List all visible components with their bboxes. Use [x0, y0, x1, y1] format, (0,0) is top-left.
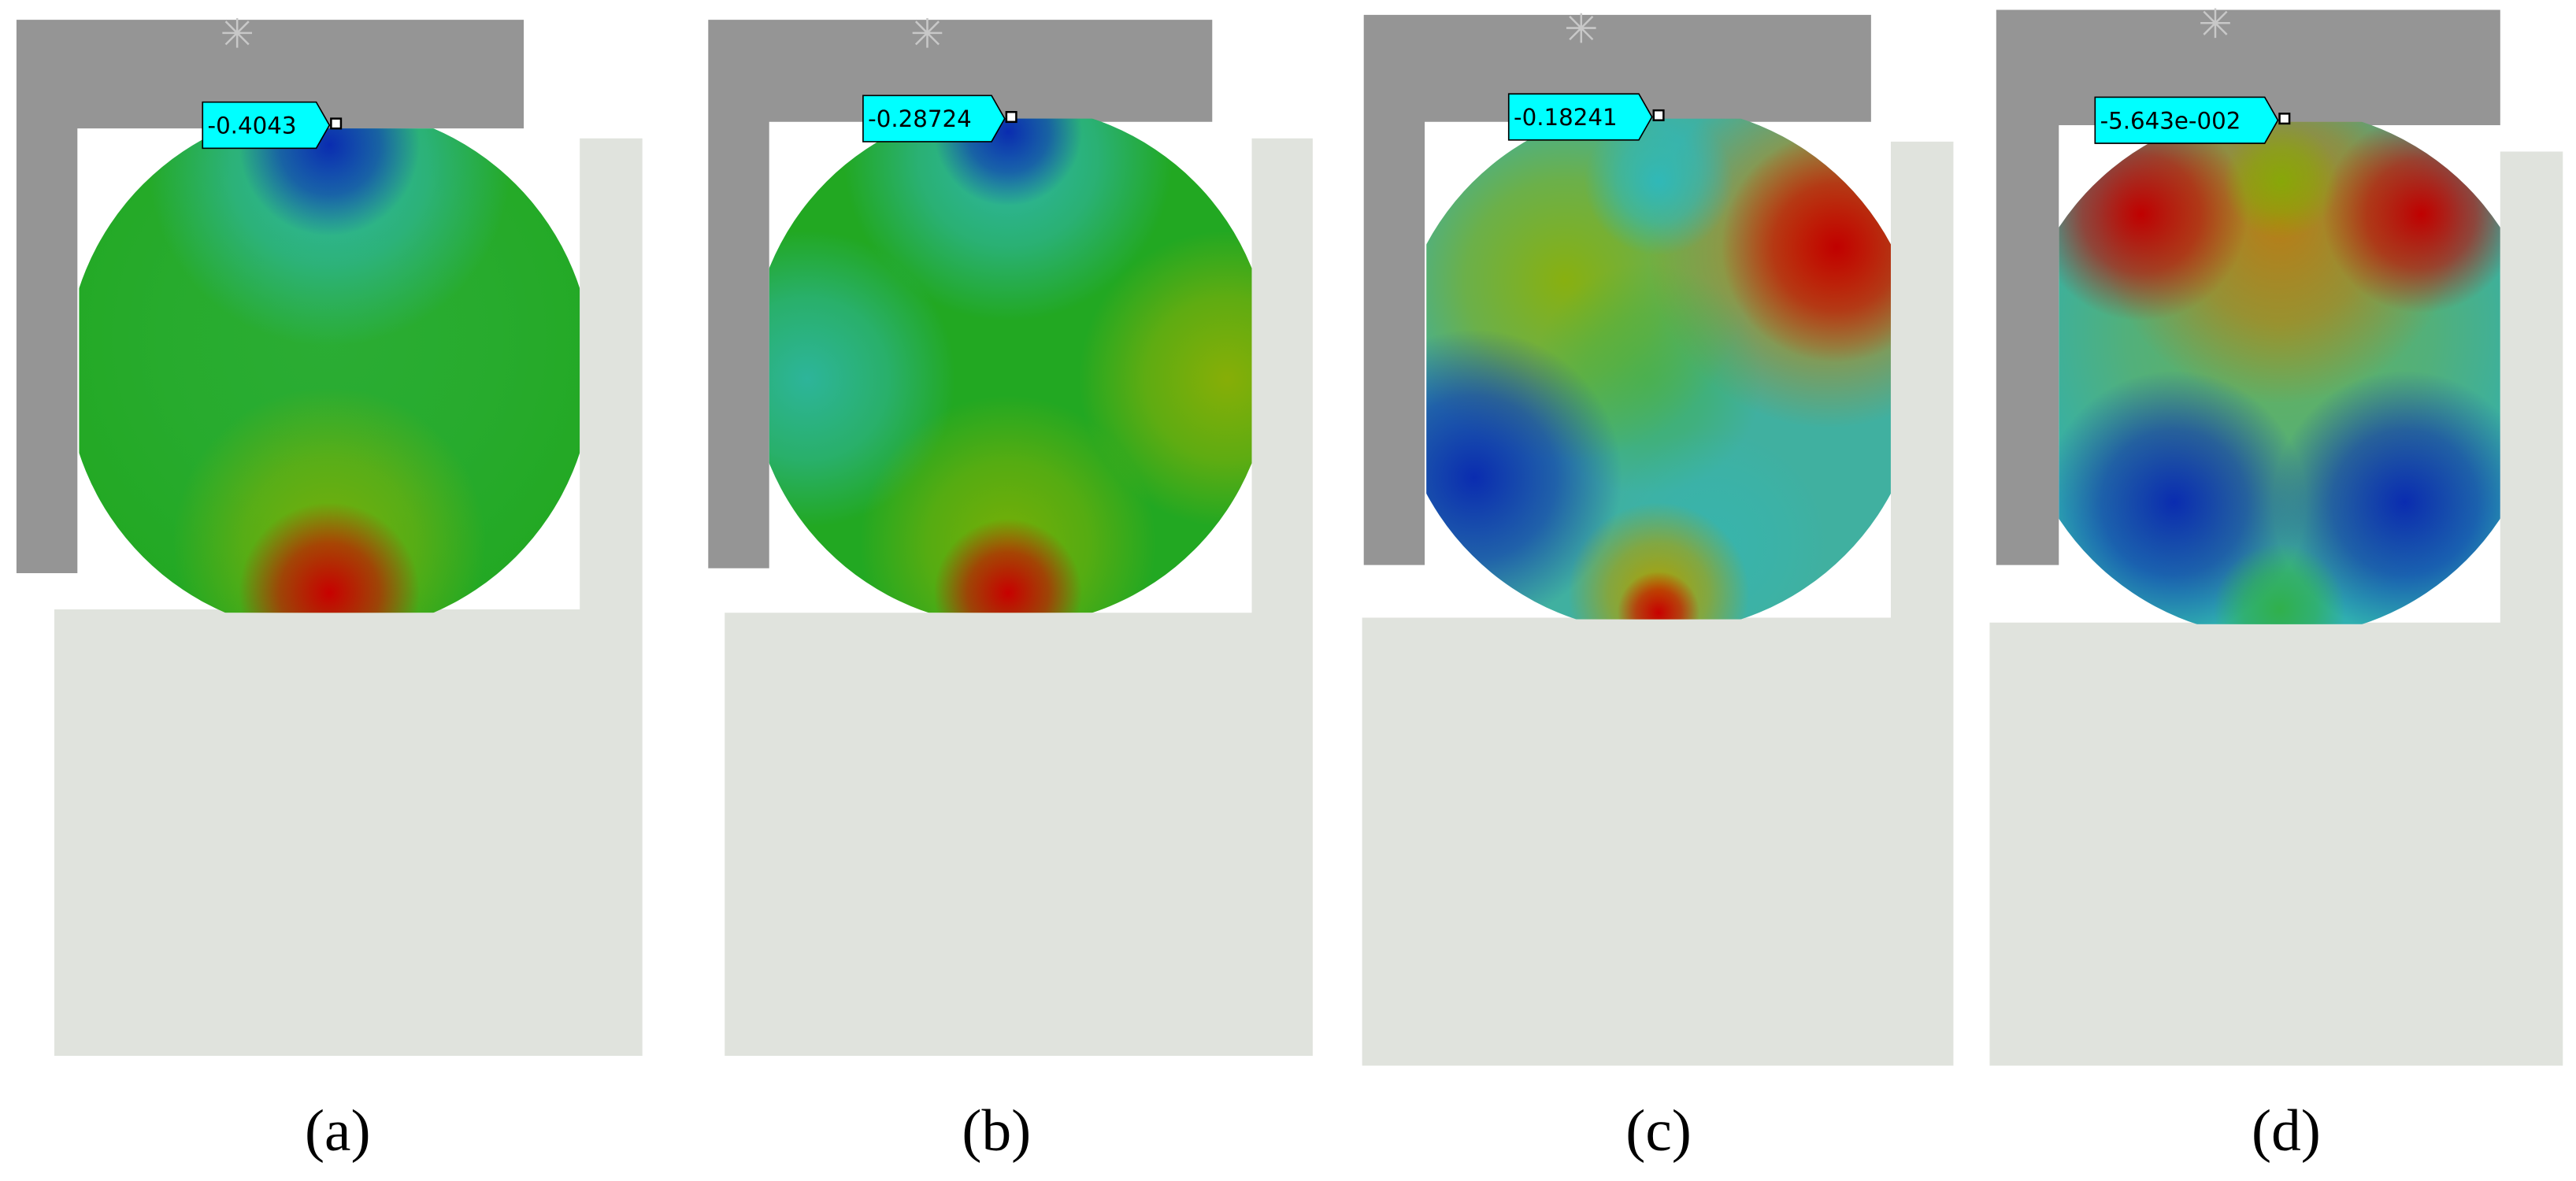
probe-point	[1652, 109, 1665, 121]
contour-region	[1078, 230, 1252, 528]
contour-region	[933, 518, 1083, 613]
panel-caption: (b)	[962, 1098, 1031, 1164]
contour-plot	[79, 128, 580, 613]
block-light	[725, 138, 1313, 1057]
contour-region	[239, 502, 421, 613]
contour-region	[1721, 131, 1891, 363]
panel-caption: (c)	[1625, 1098, 1692, 1164]
contour-region	[2322, 121, 2500, 313]
contour-region	[1617, 571, 1700, 620]
probe-label: -0.18241	[1514, 104, 1618, 131]
frame-gray	[708, 20, 1213, 568]
probe-label: -0.28724	[868, 106, 972, 132]
panel: -0.28724 (b)	[708, 18, 1313, 1164]
panel: -5.643e-002 (d)	[1989, 8, 2563, 1164]
contour-region	[239, 128, 421, 236]
panel: -0.18241 (c)	[1362, 13, 1954, 1164]
contour-region	[933, 118, 1083, 206]
panel: -0.4043 (a)	[16, 18, 643, 1164]
contour-region	[769, 230, 956, 528]
probe-box	[2094, 96, 2279, 144]
probe-point	[2278, 113, 2291, 125]
probe-label: -0.4043	[208, 113, 297, 139]
probe-point	[330, 117, 343, 130]
contour-region	[1426, 329, 1623, 620]
frame-marker	[222, 18, 252, 48]
contour-region	[1584, 118, 1733, 256]
block-light	[1989, 151, 2563, 1066]
frame-marker	[1566, 13, 1596, 43]
block-light	[54, 138, 643, 1057]
frame-marker	[2200, 8, 2230, 39]
probe-box	[202, 101, 331, 150]
frame-marker	[912, 18, 943, 48]
panel-caption: (d)	[2252, 1098, 2321, 1164]
frame-gray	[1363, 14, 1871, 565]
probe-box	[862, 94, 1006, 143]
contour-plot	[1426, 118, 1891, 620]
contour-region	[2213, 543, 2346, 624]
probe-box	[1507, 93, 1653, 141]
contour-plot	[769, 118, 1252, 613]
probe-label: -5.643e-002	[2100, 107, 2241, 134]
probe-point	[1005, 111, 1017, 124]
frame-gray	[16, 20, 524, 574]
contour-region	[2223, 123, 2339, 239]
block-light	[1362, 141, 1954, 1066]
panel-caption: (a)	[305, 1098, 371, 1164]
contour-plot	[2059, 121, 2500, 624]
